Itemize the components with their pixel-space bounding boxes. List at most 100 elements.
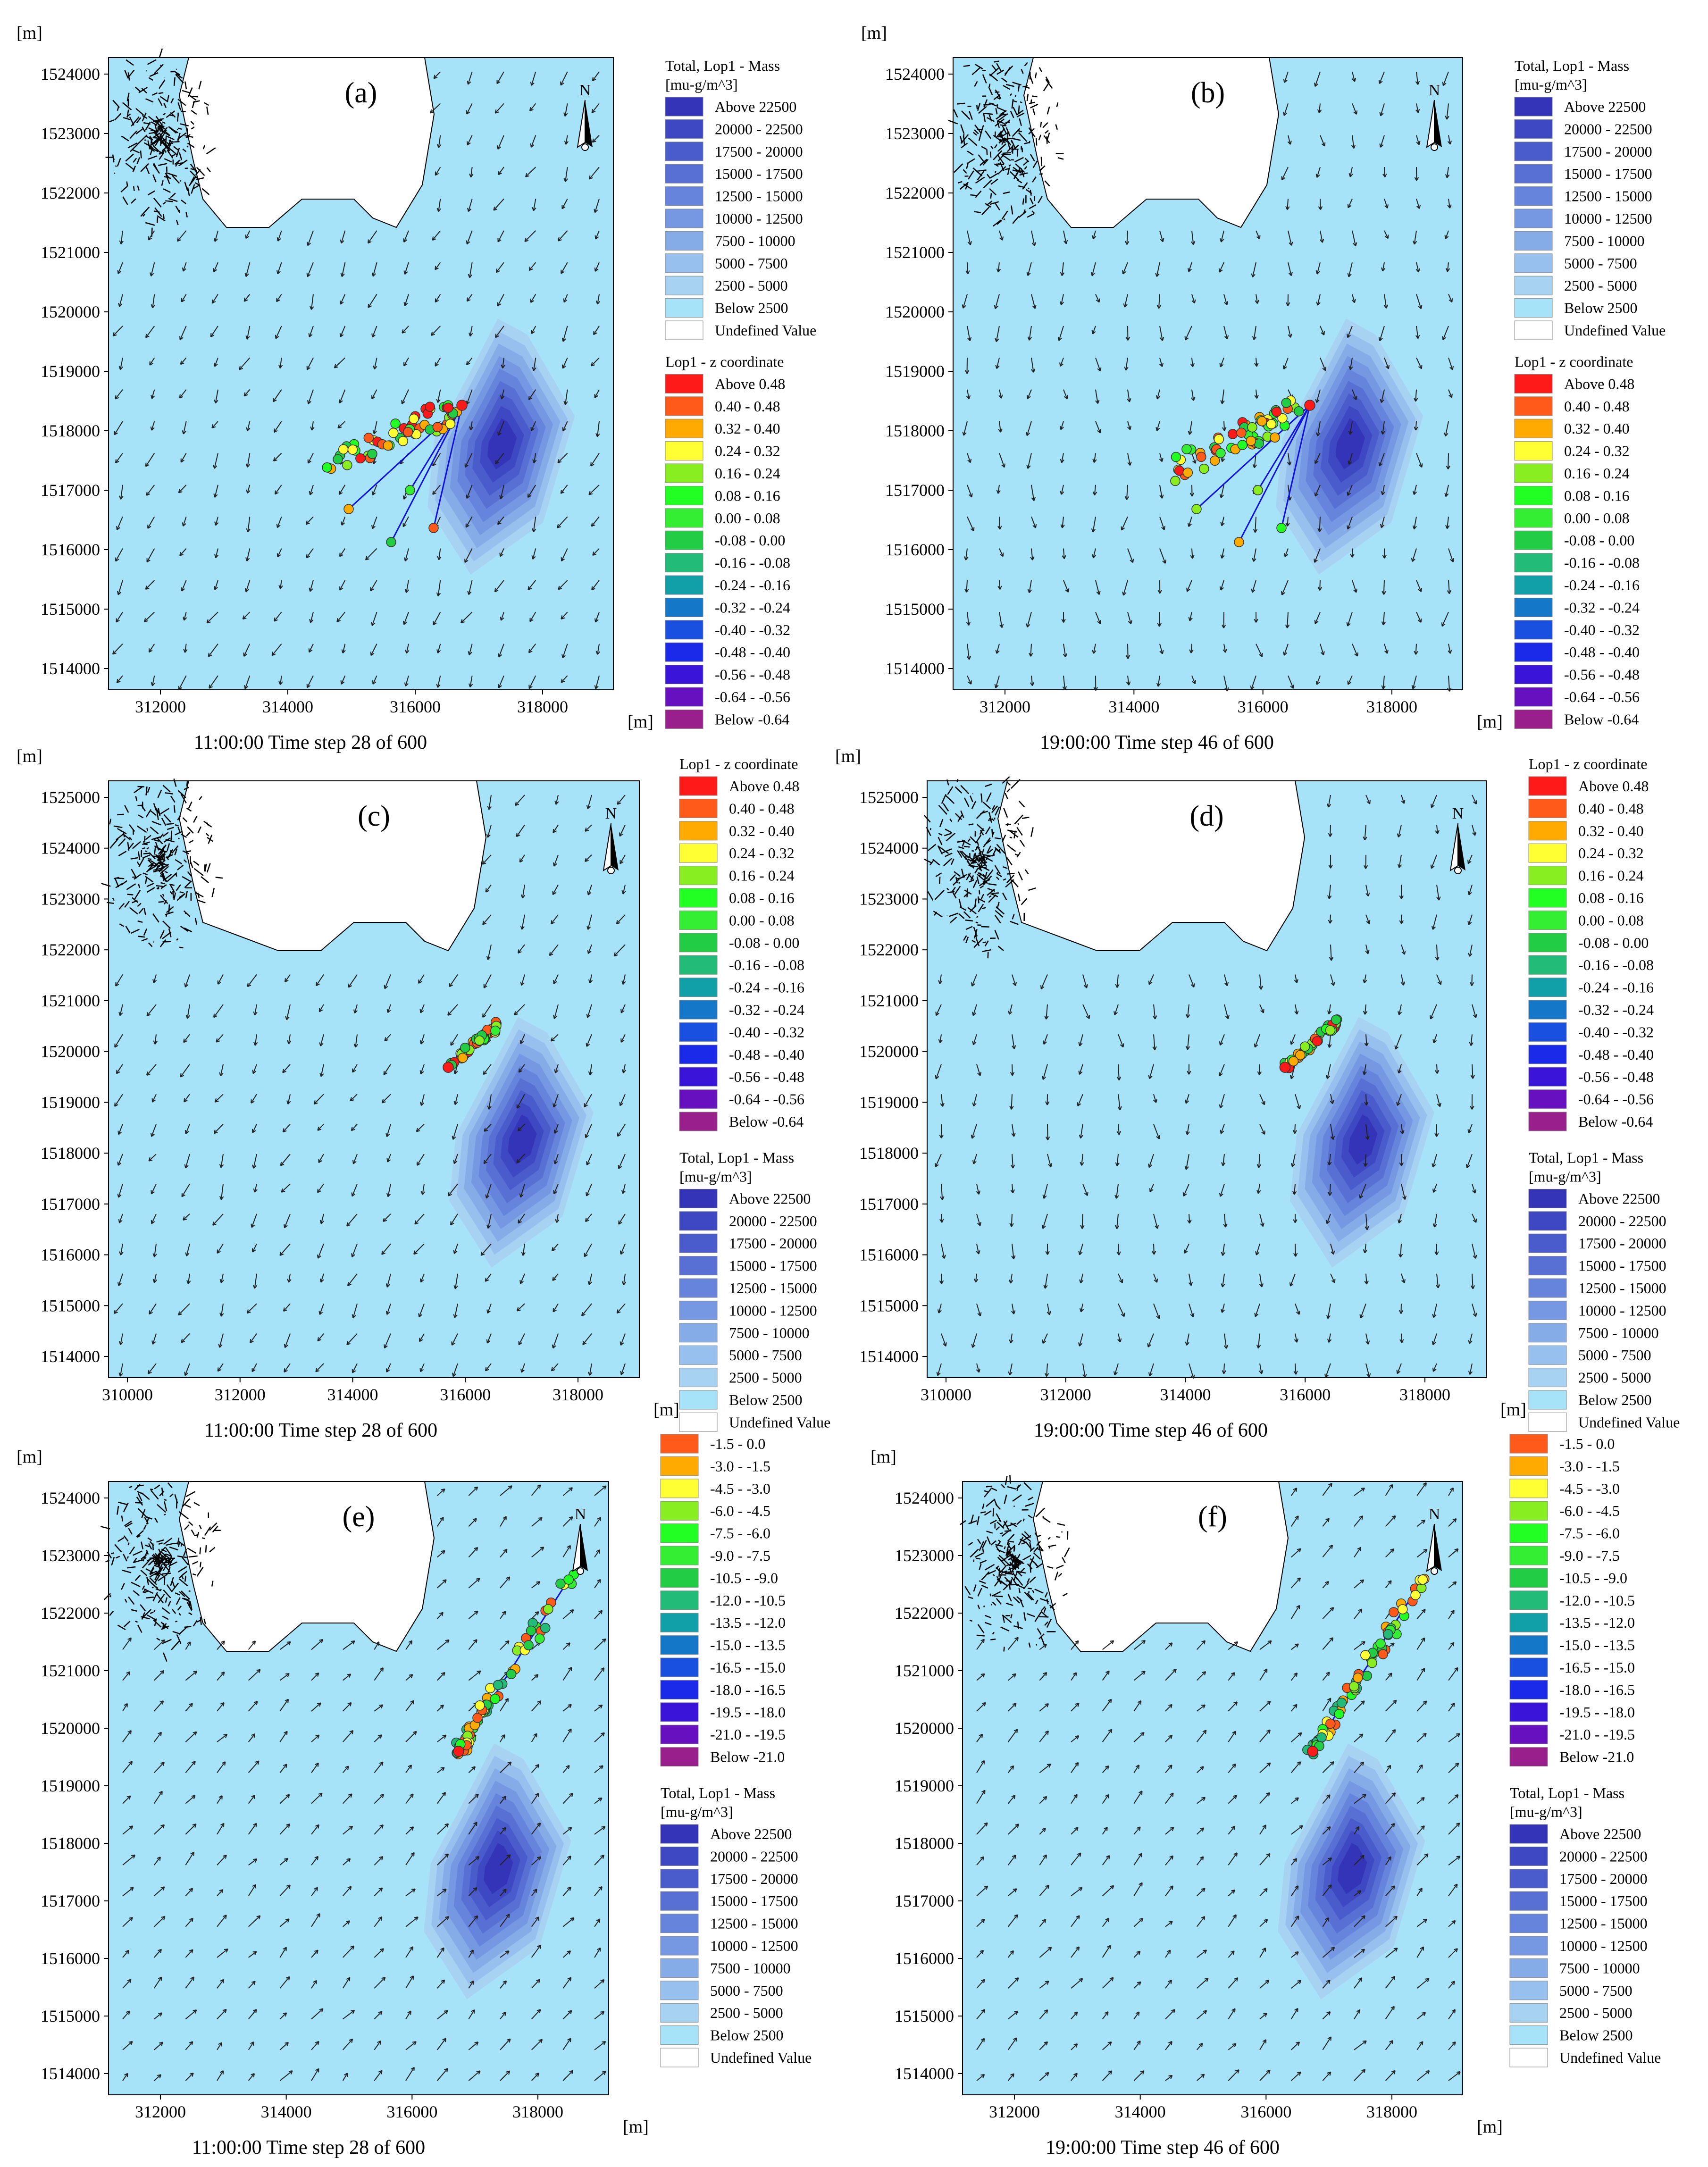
vector-arrow: [149, 357, 155, 366]
vector-arrow: [997, 262, 1000, 272]
coast-stroke: [1026, 93, 1029, 101]
vector-arrowhead: [271, 652, 276, 656]
vector-arrowhead: [1027, 589, 1032, 594]
coast-stroke: [195, 169, 201, 176]
coast-stroke: [128, 69, 135, 77]
mass-legend-label: 15000 - 17500: [1578, 1257, 1666, 1274]
mass-legend-label: 5000 - 7500: [1578, 1347, 1651, 1364]
vector-arrowhead: [276, 237, 281, 242]
mass-legend-swatch: [665, 231, 703, 251]
coast-stroke: [175, 205, 181, 213]
z-legend-label: -0.56 - -0.48: [715, 666, 790, 683]
coast-stroke: [1028, 128, 1035, 135]
coast-stroke: [167, 135, 175, 141]
vector-arrowhead: [1160, 337, 1164, 341]
depth-legend-swatch: [660, 1523, 699, 1543]
vector-arrow: [247, 517, 251, 532]
vector-arrowhead: [466, 494, 470, 499]
mass-legend-label: 15000 - 17500: [729, 1257, 817, 1274]
z-legend-swatch: [1514, 418, 1553, 438]
y-tick-label: 1520000: [41, 1042, 100, 1061]
vector-arrow: [1156, 262, 1160, 277]
vector-arrow: [181, 580, 187, 592]
vector-arrow: [368, 230, 377, 244]
coast-stroke: [179, 152, 183, 160]
mass-legend-swatch: [660, 1824, 699, 1844]
vector-arrow: [1127, 675, 1130, 686]
coast-stroke: [1012, 82, 1021, 86]
vector-arrowhead: [1097, 620, 1102, 625]
vector-arrowhead: [278, 364, 283, 368]
coast-stroke: [976, 1557, 981, 1560]
coast-stroke: [140, 151, 142, 159]
vector-arrow: [307, 262, 314, 277]
legends-b: Total, Lop1 - Mass[mu-g/m^3]Above 225002…: [1514, 57, 1666, 729]
depth-legend-swatch: [660, 1635, 699, 1655]
mass-legend-label: Below 2500: [1578, 1391, 1652, 1408]
mass-legend-title: Total, Lop1 - Mass: [1529, 1149, 1643, 1166]
vector-arrowhead: [466, 110, 470, 115]
particle-dot: [445, 418, 456, 429]
y-tick-label: 1522000: [885, 184, 945, 202]
vector-arrow: [372, 675, 377, 685]
vector-arrow: [1060, 421, 1064, 430]
y-axis-unit: [m]: [17, 23, 42, 43]
vector-arrowhead: [1159, 494, 1164, 499]
z-legend-label: 0.32 - 0.40: [715, 420, 780, 437]
vector-arrowhead: [964, 370, 970, 374]
vector-arrow: [1127, 611, 1132, 624]
particle-dot: [1253, 485, 1263, 495]
vector-arrowhead: [275, 335, 279, 339]
y-tick-label: 1516000: [41, 1949, 100, 1968]
vector-arrow: [403, 611, 409, 625]
vector-arrowhead: [497, 145, 502, 150]
coast-stroke: [1000, 110, 1007, 115]
z-legend-swatch: [679, 978, 718, 997]
z-legend-label: 0.08 - 0.16: [1564, 487, 1630, 504]
mass-legend-swatch: [679, 1345, 718, 1365]
vector-arrowhead: [246, 489, 251, 494]
particle-dot: [1214, 434, 1224, 444]
particle-dot: [1288, 1056, 1299, 1067]
vector-arrow: [1093, 453, 1096, 463]
vector-arrow: [494, 580, 504, 593]
vector-arrowhead: [1251, 273, 1256, 278]
mass-legend-label: 20000 - 22500: [1578, 1213, 1666, 1230]
coast-stroke: [989, 67, 999, 77]
vector-arrowhead: [340, 273, 345, 277]
time-caption: 11:00:00 Time step 28 of 600: [204, 1420, 437, 1441]
coast-stroke: [1023, 85, 1030, 89]
vector-arrowhead: [966, 621, 971, 626]
coast-stroke: [988, 114, 992, 122]
vector-arrowhead: [1064, 395, 1068, 400]
vector-arrowhead: [115, 459, 119, 464]
particle-dot: [322, 462, 332, 473]
vector-arrow: [1222, 389, 1224, 404]
x-tick-label: 314000: [262, 697, 313, 716]
mass-legend-swatch: [665, 119, 703, 139]
vector-arrow: [967, 453, 971, 463]
vector-arrow: [401, 389, 409, 404]
coast-stroke: [166, 823, 175, 825]
vector-arrowhead: [528, 685, 533, 689]
vector-arrow: [557, 452, 568, 463]
coast-stroke: [1045, 76, 1050, 83]
coast-stroke: [981, 206, 990, 215]
vector-arrowhead: [371, 491, 376, 496]
legends-e: -1.5 - 0.0-3.0 - -1.5-4.5 - -3.0-6.0 - -…: [660, 1434, 812, 2067]
y-tick-label: 1519000: [41, 1093, 100, 1112]
vector-arrow: [997, 485, 1000, 494]
z-legend-swatch: [679, 776, 718, 796]
vector-arrow: [1063, 644, 1066, 657]
vector-arrowhead: [1031, 242, 1037, 246]
vector-arrowhead: [402, 329, 406, 334]
vector-arrowhead: [1059, 362, 1063, 367]
z-legend-swatch: [1514, 485, 1553, 505]
vector-arrow: [1256, 230, 1260, 239]
vector-arrow: [1061, 294, 1064, 305]
z-legend-swatch: [665, 687, 703, 707]
x-tick-label: 318000: [1366, 697, 1417, 716]
y-axis-unit: [m]: [17, 1447, 42, 1467]
coast-stroke: [129, 130, 138, 139]
mass-legend-label: 7500 - 10000: [1564, 232, 1645, 249]
